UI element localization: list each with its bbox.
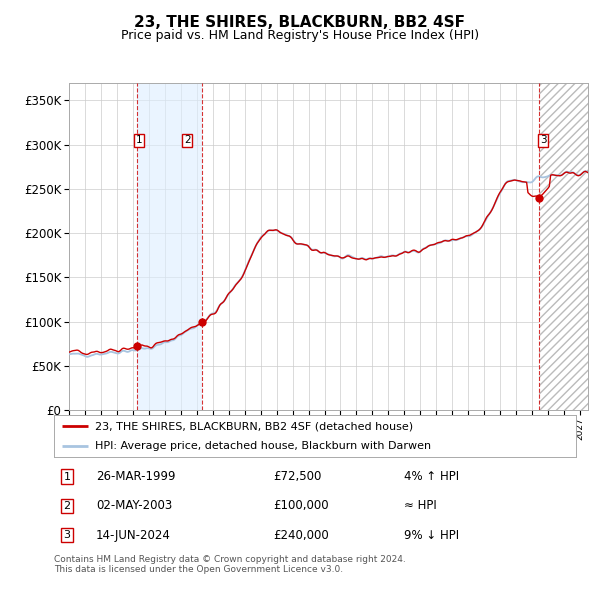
Text: 02-MAY-2003: 02-MAY-2003 [96,499,172,513]
Text: £72,500: £72,500 [273,470,322,483]
Text: ≈ HPI: ≈ HPI [404,499,436,513]
Text: Price paid vs. HM Land Registry's House Price Index (HPI): Price paid vs. HM Land Registry's House … [121,30,479,42]
Text: 3: 3 [64,530,71,540]
Text: 1: 1 [64,471,71,481]
Text: 2: 2 [184,135,190,145]
Text: £100,000: £100,000 [273,499,329,513]
Text: This data is licensed under the Open Government Licence v3.0.: This data is licensed under the Open Gov… [54,565,343,574]
Text: £240,000: £240,000 [273,529,329,542]
Text: 2: 2 [64,501,71,511]
Text: 1: 1 [136,135,143,145]
Bar [539,83,588,410]
Text: 4% ↑ HPI: 4% ↑ HPI [404,470,459,483]
Text: 14-JUN-2024: 14-JUN-2024 [96,529,170,542]
Text: HPI: Average price, detached house, Blackburn with Darwen: HPI: Average price, detached house, Blac… [95,441,431,451]
Text: 23, THE SHIRES, BLACKBURN, BB2 4SF (detached house): 23, THE SHIRES, BLACKBURN, BB2 4SF (deta… [95,421,413,431]
Text: 26-MAR-1999: 26-MAR-1999 [96,470,175,483]
Text: Contains HM Land Registry data © Crown copyright and database right 2024.: Contains HM Land Registry data © Crown c… [54,555,406,563]
Text: 23, THE SHIRES, BLACKBURN, BB2 4SF: 23, THE SHIRES, BLACKBURN, BB2 4SF [134,15,466,30]
Text: 3: 3 [540,135,547,145]
Text: 9% ↓ HPI: 9% ↓ HPI [404,529,459,542]
Bar [137,83,202,410]
